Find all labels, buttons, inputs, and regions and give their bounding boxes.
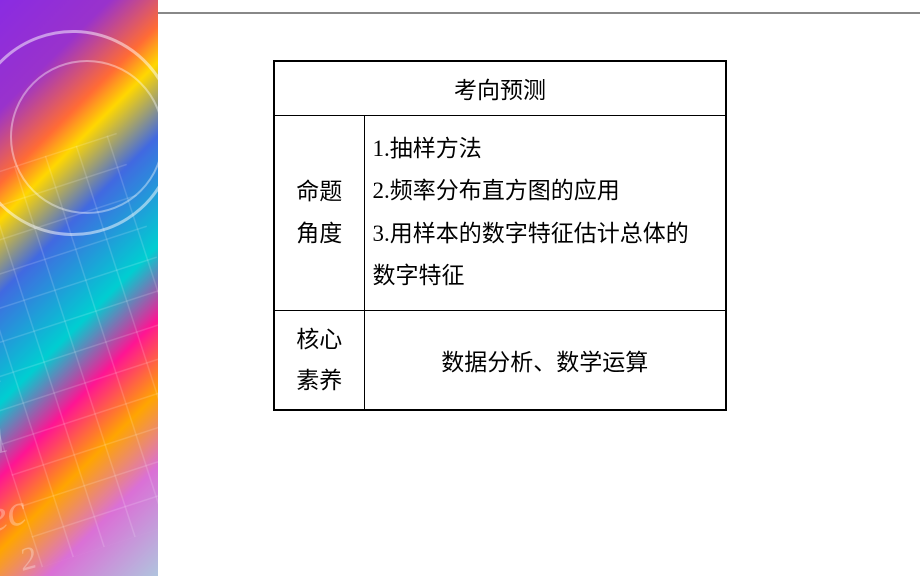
label-text: 核心 bbox=[296, 327, 342, 352]
content-line: 2.频率分布直方图的应用 bbox=[373, 178, 620, 203]
row-content: 1.抽样方法 2.频率分布直方图的应用 3.用样本的数字特征估计总体的 数字特征 bbox=[364, 115, 726, 310]
table-header-row: 考向预测 bbox=[274, 61, 726, 115]
prediction-table: 考向预测 命题 角度 1.抽样方法 2.频率分布直方图的应用 3.用样本的数字特… bbox=[273, 60, 727, 411]
content-line: 3.用样本的数字特征估计总体的 bbox=[373, 221, 689, 246]
content-line: 数字特征 bbox=[373, 263, 465, 288]
row-label: 命题 角度 bbox=[274, 115, 364, 310]
content-area: 考向预测 命题 角度 1.抽样方法 2.频率分布直方图的应用 3.用样本的数字特… bbox=[158, 14, 920, 576]
label-text: 角度 bbox=[296, 221, 342, 246]
content-line: 1.抽样方法 bbox=[373, 136, 482, 161]
table-container: 考向预测 命题 角度 1.抽样方法 2.频率分布直方图的应用 3.用样本的数字特… bbox=[273, 60, 727, 411]
grid-overlay bbox=[0, 133, 158, 567]
table-row: 核心 素养 数据分析、数学运算 bbox=[274, 310, 726, 410]
table-row: 命题 角度 1.抽样方法 2.频率分布直方图的应用 3.用样本的数字特征估计总体… bbox=[274, 115, 726, 310]
decorative-sidebar: α 1 sec 2 bbox=[0, 0, 158, 576]
label-text: 命题 bbox=[296, 179, 342, 204]
table-header: 考向预测 bbox=[274, 61, 726, 115]
row-content: 数据分析、数学运算 bbox=[364, 310, 726, 410]
row-label: 核心 素养 bbox=[274, 310, 364, 410]
label-text: 素养 bbox=[296, 368, 342, 393]
